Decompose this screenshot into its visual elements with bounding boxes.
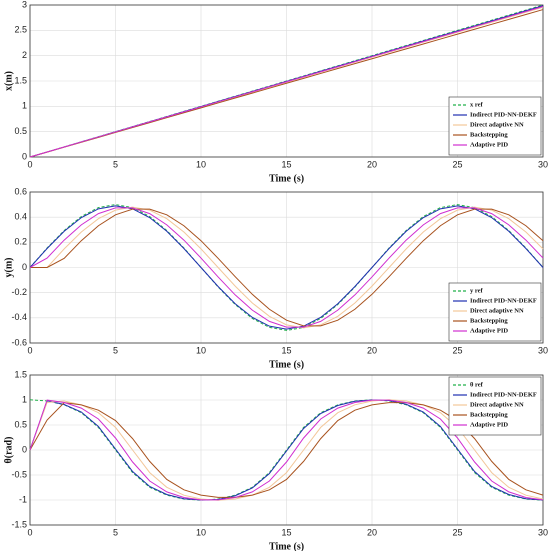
x-tick-label: 0 bbox=[27, 345, 32, 355]
series-line bbox=[29, 207, 544, 328]
x-tick-label: 30 bbox=[538, 527, 548, 537]
x-tick-label: 5 bbox=[113, 527, 118, 537]
y-tick-label: 0 bbox=[22, 262, 27, 272]
series-line bbox=[29, 205, 544, 330]
x-tick-label: 15 bbox=[281, 527, 291, 537]
y-tick-label: 0.6 bbox=[14, 186, 27, 196]
legend: x ref Indirect PID-NN-DEKF Direct adaptive… bbox=[448, 96, 542, 156]
y-tick-label: 3 bbox=[22, 0, 27, 9]
subplot: 0 5 10 15 20 25 30 -0.6 -0.4 -0.2 0 0.2 0.4 0.6 Time (… bbox=[3, 186, 548, 370]
x-axis-label: Time (s) bbox=[269, 541, 304, 551]
series-line bbox=[29, 399, 544, 501]
y-tick-label: -0.6 bbox=[11, 337, 27, 347]
legend-label: Indirect PID-NN-DEKF bbox=[470, 391, 537, 398]
legend: y ref Indirect PID-NN-DEKF Direct adaptive… bbox=[448, 282, 542, 342]
legend-label: Indirect PID-NN-DEKF bbox=[470, 297, 537, 304]
y-tick-label: 0.2 bbox=[14, 237, 27, 247]
x-tick-label: 0 bbox=[27, 527, 32, 537]
x-tick-label: 20 bbox=[367, 345, 377, 355]
legend-label: Backstepping bbox=[470, 411, 508, 418]
series-line bbox=[30, 208, 544, 327]
y-tick-label: 1.5 bbox=[14, 75, 27, 85]
series-line bbox=[30, 206, 544, 329]
legend-label: Direct adaptive NN bbox=[470, 307, 524, 314]
x-tick-label: 15 bbox=[281, 159, 291, 169]
y-tick-label: 0.4 bbox=[14, 212, 27, 222]
legend-label: Direct adaptive NN bbox=[470, 401, 524, 408]
y-tick-label: 0 bbox=[22, 151, 27, 161]
x-tick-label: 5 bbox=[113, 159, 118, 169]
series-line bbox=[29, 204, 544, 331]
x-tick-label: 15 bbox=[281, 345, 291, 355]
y-tick-label: 0 bbox=[22, 444, 27, 454]
y-tick-label: 1 bbox=[22, 394, 27, 404]
x-tick-label: 25 bbox=[452, 527, 462, 537]
legend-label: Adaptive PID bbox=[470, 421, 508, 428]
legend-label: Backstepping bbox=[470, 317, 508, 324]
y-axis-label: y(m) bbox=[3, 258, 14, 278]
axes-frame bbox=[29, 4, 544, 158]
y-tick-label: -0.4 bbox=[11, 312, 27, 322]
x-axis-label: Time (s) bbox=[269, 173, 304, 184]
y-tick-label: 0.5 bbox=[14, 126, 27, 136]
x-tick-label: 30 bbox=[538, 159, 548, 169]
y-tick-label: 2.5 bbox=[14, 25, 27, 35]
y-tick-label: 1 bbox=[22, 101, 27, 111]
y-axis-label: x(m) bbox=[3, 71, 14, 91]
legend-label: y ref bbox=[470, 287, 484, 294]
x-tick-label: 30 bbox=[538, 345, 548, 355]
x-tick-label: 0 bbox=[27, 159, 32, 169]
legend-label: θ ref bbox=[470, 381, 484, 388]
y-tick-label: -0.5 bbox=[11, 469, 27, 479]
y-tick-label: 2 bbox=[22, 50, 27, 60]
subplot: 0 5 10 15 20 25 30 -1.5 -1 -0.5 0 0.5 1 1.5 Time (s) θ(… bbox=[3, 369, 548, 551]
legend-label: Indirect PID-NN-DEKF bbox=[470, 111, 537, 118]
x-tick-label: 10 bbox=[196, 345, 206, 355]
x-tick-label: 25 bbox=[452, 159, 462, 169]
x-tick-label: 20 bbox=[367, 527, 377, 537]
y-tick-label: -1 bbox=[19, 494, 27, 504]
legend-label: x ref bbox=[470, 101, 484, 108]
legend-label: Backstepping bbox=[470, 131, 508, 138]
legend-label: Direct adaptive NN bbox=[470, 121, 524, 128]
y-tick-label: -1.5 bbox=[11, 519, 27, 529]
x-tick-label: 5 bbox=[113, 345, 118, 355]
y-axis-label: θ(rad) bbox=[3, 437, 14, 464]
x-axis-label: Time (s) bbox=[269, 359, 304, 370]
x-tick-label: 25 bbox=[452, 345, 462, 355]
y-tick-label: 1.5 bbox=[14, 369, 27, 379]
subplot: 0 5 10 15 20 25 30 0 0.5 1 1.5 2 2.5 3 Time (s) x(m) x r… bbox=[3, 0, 548, 184]
legend-label: Adaptive PID bbox=[470, 327, 508, 334]
series-line bbox=[29, 399, 544, 501]
x-tick-label: 10 bbox=[196, 527, 206, 537]
legend: θ ref Indirect PID-NN-DEKF Direct adaptive… bbox=[448, 376, 542, 436]
series-line bbox=[29, 399, 544, 501]
x-tick-label: 10 bbox=[196, 159, 206, 169]
legend-label: Adaptive PID bbox=[470, 141, 508, 148]
y-tick-label: -0.2 bbox=[11, 287, 27, 297]
y-tick-label: 0.5 bbox=[14, 419, 27, 429]
x-tick-label: 20 bbox=[367, 159, 377, 169]
series-line bbox=[29, 6, 544, 158]
